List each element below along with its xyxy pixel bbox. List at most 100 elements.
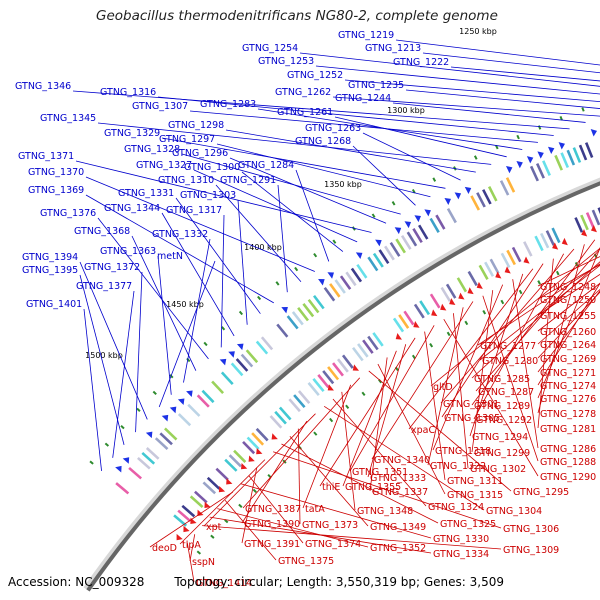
outer-gene-label: GTNG_1261 — [277, 107, 333, 118]
outer-label-leader — [85, 176, 315, 272]
inner-feature-tile — [440, 286, 452, 302]
inner-gene-arrow — [440, 303, 447, 311]
outer-label-leader — [395, 39, 600, 66]
outer-feature-tile — [255, 340, 269, 355]
scale-tick-label: 1350 kbp — [324, 180, 362, 189]
inner-gc-mark — [345, 404, 350, 409]
inner-gene-arrow — [352, 364, 360, 371]
outer-label-leader — [72, 90, 570, 130]
inner-gene-label: GTNG_1304 — [486, 506, 542, 517]
inner-feature-tile — [317, 374, 330, 389]
inner-label-leader — [377, 363, 446, 495]
inner-gene-arrow — [495, 271, 502, 279]
inner-gene-label: GTNG_1306 — [503, 524, 559, 535]
inner-gc-mark — [238, 503, 243, 508]
outer-label-leader — [85, 194, 274, 304]
inner-feature-tile — [312, 378, 325, 393]
outer-gene-label: GTNG_1345 — [40, 113, 96, 124]
inner-gene-label: GTNG_1274 — [540, 381, 596, 392]
outer-feature-tile — [378, 249, 390, 265]
outer-gene-arrow — [537, 151, 544, 159]
outer-gene-arrow — [558, 142, 565, 150]
inner-feature-tile — [177, 509, 192, 523]
outer-feature-tile — [356, 263, 368, 279]
outer-label-leader — [183, 238, 211, 383]
outer-gene-arrow — [355, 252, 363, 260]
inner-feature-tile — [341, 354, 354, 369]
outer-gene-arrow — [505, 166, 513, 174]
scale-tick-label: 1500 kbp — [85, 351, 123, 360]
outer-feature-tile — [350, 267, 363, 283]
outer-feature-tile — [529, 165, 539, 182]
outer-gene-arrow — [375, 239, 382, 247]
inner-gene-arrow — [413, 321, 420, 328]
outer-feature-tile — [245, 349, 259, 364]
outer-gene-label: GTNG_1372 — [84, 262, 140, 273]
outer-gene-arrow — [122, 457, 130, 464]
inner-gene-label: GTNG_1318 — [435, 446, 491, 457]
inner-gene-arrow — [467, 287, 474, 295]
inner-gene-label: GTNG_1289 — [474, 401, 530, 412]
outer-label-leader — [362, 132, 461, 181]
inner-label-leader — [477, 263, 600, 346]
outer-gc-mark — [120, 425, 125, 430]
inner-gene-label: GTNG_1285 — [474, 374, 530, 385]
outer-gene-arrow — [281, 306, 288, 314]
outer-feature-tile — [128, 466, 143, 480]
outer-label-leader — [295, 169, 330, 262]
outer-gene-label: GTNG_1369 — [28, 185, 84, 196]
inner-label-leader — [368, 370, 512, 492]
outer-feature-tile — [145, 447, 160, 460]
inner-gene-label: gltD — [433, 382, 453, 393]
outer-gene-arrow — [424, 209, 431, 217]
inner-gene-arrow — [204, 501, 211, 508]
inner-feature-tile — [246, 436, 260, 450]
inner-label-leader — [408, 268, 534, 430]
inner-feature-tile — [327, 366, 340, 381]
inner-gene-label: xpt — [206, 522, 222, 533]
inner-gc-mark — [518, 289, 523, 295]
outer-feature-tile — [115, 482, 130, 495]
inner-feature-tile — [367, 335, 379, 351]
inner-label-leader — [453, 313, 469, 469]
outer-gene-label: GTNG_1235 — [348, 80, 404, 91]
outer-gene-arrow — [145, 431, 153, 439]
inner-feature-tile — [489, 258, 500, 274]
outer-gene-arrow — [547, 146, 555, 155]
inner-gene-label: GTNG_1271 — [540, 368, 596, 379]
inner-feature-tile — [506, 249, 516, 266]
inner-label-leader — [537, 288, 600, 345]
inner-gene-label: GTNG_1348 — [357, 506, 413, 517]
inner-label-leader — [537, 264, 600, 300]
inner-gc-mark — [537, 280, 541, 285]
inner-gc-mark — [252, 488, 257, 493]
inner-gene-label: GTNG_1352 — [370, 543, 426, 554]
outer-gene-arrow — [115, 465, 122, 473]
outer-gene-arrow — [454, 192, 462, 200]
inner-label-leader — [302, 384, 352, 509]
outer-gc-mark — [516, 134, 520, 140]
inner-label-leader — [149, 491, 234, 548]
outer-gene-label: GTNG_1331 — [118, 188, 174, 199]
inner-gene-arrow — [271, 433, 278, 440]
outer-gc-mark — [371, 213, 376, 218]
inner-gene-label: GTNG_1250 — [540, 295, 596, 306]
outer-gene-label: GTNG_1394 — [22, 252, 78, 263]
outer-feature-tile — [187, 403, 201, 417]
outer-feature-tile — [470, 195, 481, 211]
scale-tick-label: 1400 kbp — [244, 243, 282, 252]
outer-feature-tile — [302, 302, 315, 318]
outer-feature-tile — [345, 271, 357, 287]
inner-label-leader — [441, 263, 544, 418]
outer-feature-tile — [578, 144, 588, 161]
outer-feature-tile — [291, 311, 304, 326]
outer-gene-arrow — [177, 398, 185, 406]
inner-feature-tile — [288, 398, 301, 413]
outer-feature-tile — [560, 152, 570, 169]
outer-feature-tile — [572, 147, 582, 163]
outer-label-leader — [405, 89, 600, 109]
inner-label-leader — [319, 337, 416, 487]
inner-gene-label: GTNG_1333 — [370, 473, 426, 484]
outer-gene-label: GTNG_1329 — [104, 128, 160, 139]
outer-feature-tile — [323, 287, 336, 302]
